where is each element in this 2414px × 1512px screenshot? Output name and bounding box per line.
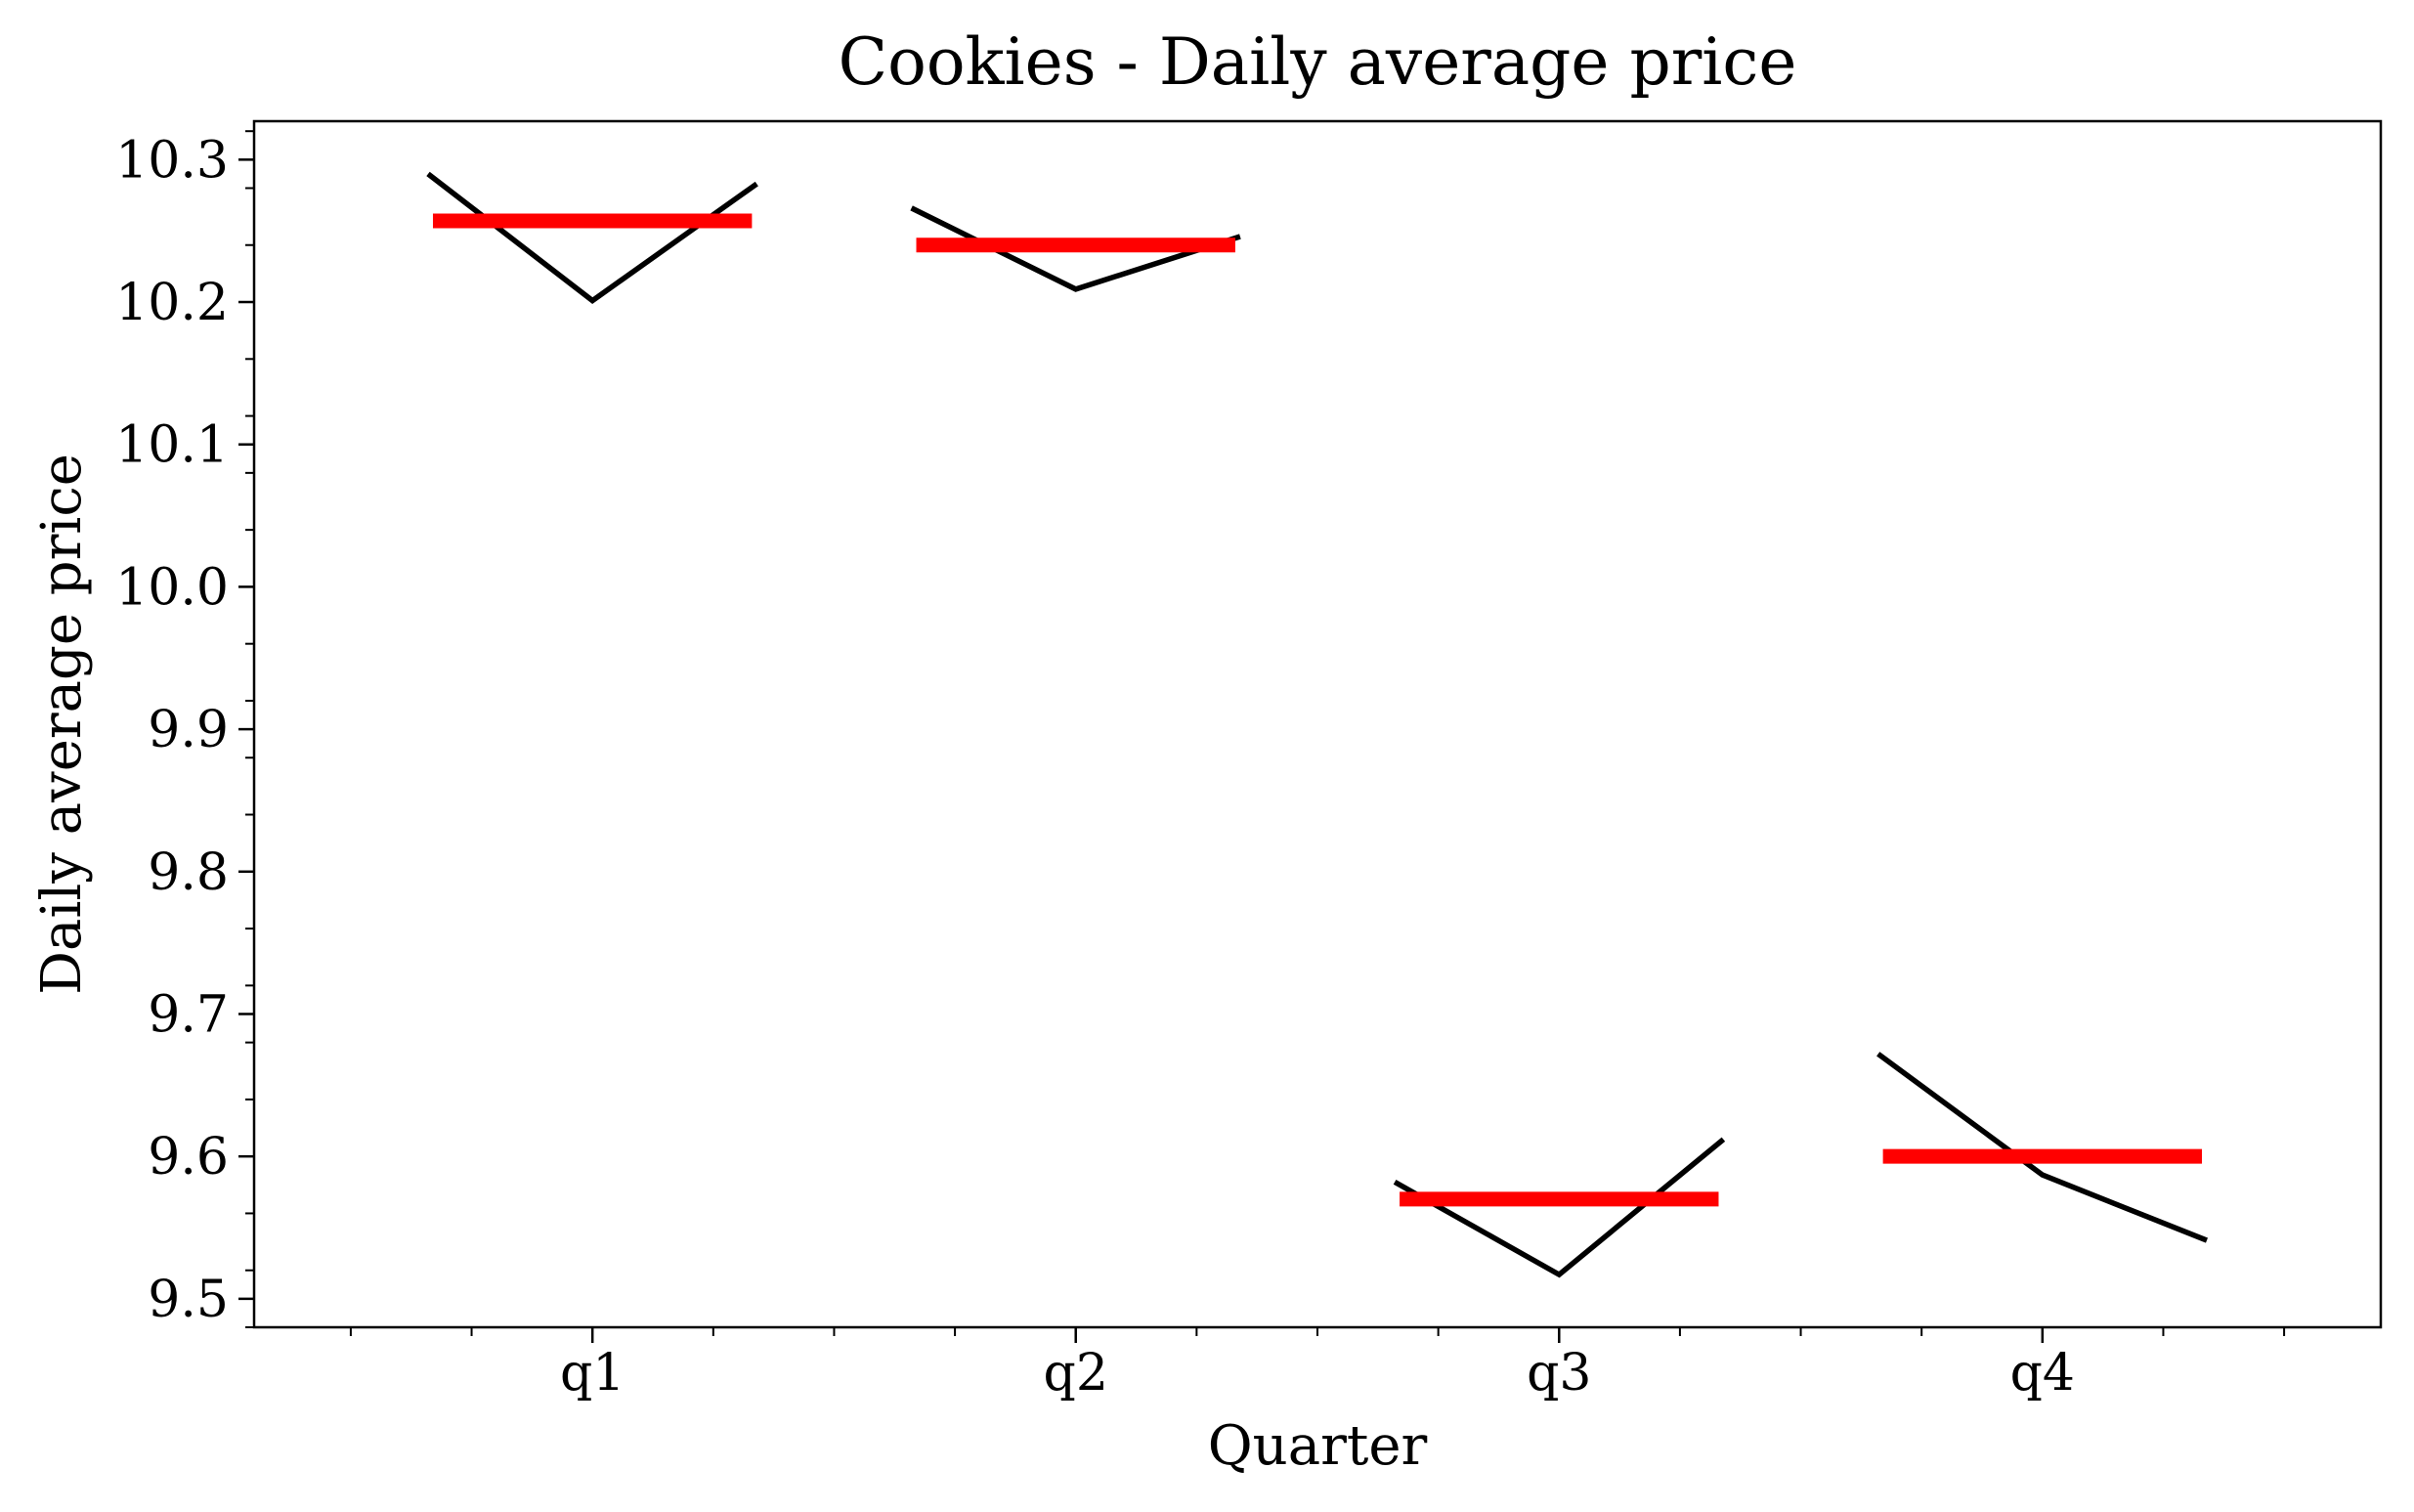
y-axis-title: Daily average price	[30, 454, 94, 995]
x-tick-label: q3	[1527, 1344, 1591, 1403]
y-tick-label: 10.3	[115, 131, 229, 190]
x-tick-label: q1	[560, 1344, 625, 1403]
trend-line-q3	[1393, 1137, 1726, 1278]
x-tick-label: q2	[1044, 1344, 1108, 1403]
chart-title: Cookies - Daily average price	[839, 24, 1797, 100]
x-axis-title: Quarter	[1208, 1414, 1428, 1478]
y-tick-label: 9.6	[148, 1128, 229, 1187]
x-tick-label: q4	[2010, 1344, 2075, 1403]
y-tick-label: 10.0	[115, 558, 229, 617]
y-tick-label: 9.7	[148, 985, 229, 1044]
y-tick-label: 9.9	[148, 701, 229, 759]
series-layer	[426, 171, 2209, 1278]
axes: 9.5 9.6 9.7 9.8 9.9 10.0 10.1 10.2 10.3 q1 q2 q3 q4	[115, 130, 2286, 1403]
y-tick-label: 9.5	[148, 1271, 229, 1329]
y-tick-label: 9.8	[148, 843, 229, 902]
y-tick-label: 10.2	[115, 274, 229, 332]
y-tick-label: 10.1	[115, 416, 229, 475]
trend-line-q4	[1876, 1052, 2209, 1243]
plot-frame	[252, 119, 2383, 1329]
trend-line-q2	[910, 205, 1241, 292]
